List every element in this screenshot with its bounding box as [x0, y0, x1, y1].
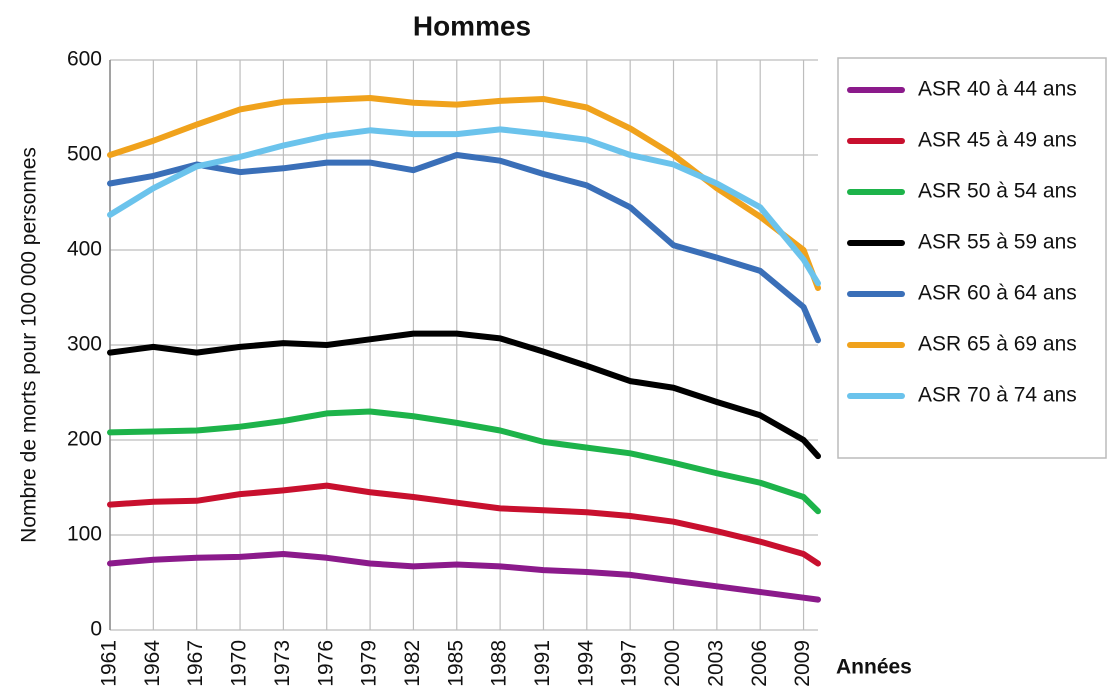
x-axis-label: Années: [836, 656, 912, 679]
series-line: [107, 152, 821, 344]
legend-label: ASR 45 à 49 ans: [918, 129, 1077, 152]
legend-label: ASR 40 à 44 ans: [918, 78, 1077, 101]
y-tick-label: 200: [67, 428, 102, 451]
legend-label: ASR 65 à 69 ans: [918, 333, 1077, 356]
y-tick-label: 500: [67, 143, 102, 166]
x-tick-label: 1985: [444, 640, 467, 687]
x-tick-label: 2009: [791, 640, 814, 687]
x-tick-label: 1967: [184, 640, 207, 687]
x-tick-label: 2003: [704, 640, 727, 687]
x-tick-label: 2006: [748, 640, 771, 687]
chart-title: Hommes: [413, 10, 531, 41]
x-tick-label: 1997: [618, 640, 641, 687]
y-axis-label: Nombre de morts pour 100 000 personnes: [18, 147, 41, 543]
y-tick-label: 600: [67, 48, 102, 71]
x-tick-label: 1991: [531, 640, 554, 687]
x-tick-label: 1970: [228, 640, 251, 687]
x-tick-label: 1982: [401, 640, 424, 687]
x-tick-label: 1973: [271, 640, 294, 687]
legend-label: ASR 70 à 74 ans: [918, 384, 1077, 407]
legend-label: ASR 55 à 59 ans: [918, 231, 1077, 254]
x-tick-label: 1964: [141, 640, 164, 687]
x-tick-label: 1961: [98, 640, 121, 687]
series-line: [107, 95, 821, 291]
legend-box: [837, 57, 1107, 459]
series-line: [107, 330, 821, 460]
series-line: [107, 126, 821, 287]
x-tick-label: 1979: [358, 640, 381, 687]
y-tick-label: 400: [67, 238, 102, 261]
y-tick-label: 300: [67, 333, 102, 356]
y-tick-label: 0: [90, 618, 102, 641]
y-tick-label: 100: [67, 523, 102, 546]
x-tick-label: 1988: [488, 640, 511, 687]
series-line: [107, 551, 821, 603]
x-tick-label: 2000: [661, 640, 684, 687]
x-tick-label: 1976: [314, 640, 337, 687]
x-tick-label: 1994: [574, 640, 597, 687]
series-line: [107, 408, 821, 515]
legend-label: ASR 60 à 64 ans: [918, 282, 1077, 305]
legend-label: ASR 50 à 54 ans: [918, 180, 1077, 203]
series-line: [107, 482, 821, 567]
